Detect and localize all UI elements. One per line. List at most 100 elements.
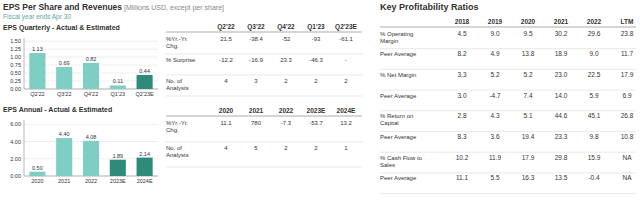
tick-label: 4.00 bbox=[10, 139, 21, 145]
category-label: Q4'22 bbox=[84, 91, 99, 97]
table-cell: 45.1 bbox=[588, 112, 601, 119]
data-label: 0.44 bbox=[139, 68, 150, 74]
table-cell: 2 bbox=[314, 145, 318, 151]
bar bbox=[83, 63, 99, 89]
table-cell: 11.9 bbox=[489, 154, 502, 161]
column-header: Q1'23 bbox=[307, 23, 325, 31]
table-cell: 29.6 bbox=[588, 30, 601, 37]
table-cell: -53.7 bbox=[309, 120, 323, 126]
row-label: % Surprise bbox=[166, 57, 196, 63]
category-label: 2021 bbox=[58, 178, 70, 184]
table-cell: 29.8 bbox=[555, 154, 568, 161]
bar bbox=[110, 85, 126, 89]
table-cell: -46.3 bbox=[309, 57, 323, 63]
rule bbox=[380, 131, 636, 132]
category-label: 2022 bbox=[85, 178, 97, 184]
table: 2020202120222023E2024E%Yr.-Yr.Chg.11.178… bbox=[166, 107, 362, 167]
data-label: 0.50 bbox=[32, 165, 43, 171]
bars bbox=[29, 53, 152, 89]
rule bbox=[380, 69, 636, 70]
rule bbox=[380, 48, 636, 49]
table-cell: -52 bbox=[282, 36, 291, 42]
table-cell: 16.3 bbox=[522, 174, 535, 181]
table-cell: 19.4 bbox=[522, 133, 535, 140]
table-cell: 8.2 bbox=[457, 50, 466, 57]
bar bbox=[56, 67, 72, 89]
table-cell: -7.3 bbox=[281, 120, 292, 126]
table-cell: 30.2 bbox=[555, 30, 568, 37]
table-cell: 5.9 bbox=[589, 92, 598, 99]
annotation: Fiscal year ends Apr 30 bbox=[3, 13, 71, 21]
table-cell: 4 bbox=[224, 78, 228, 84]
rule bbox=[166, 54, 362, 55]
table-cell: 3.6 bbox=[490, 133, 499, 140]
table-cell: 3.0 bbox=[457, 92, 466, 99]
data-label: 1.13 bbox=[32, 46, 43, 52]
rule bbox=[166, 142, 362, 143]
table-cell: 4.5 bbox=[457, 30, 466, 37]
rule bbox=[380, 110, 636, 111]
tick-label: 2.00 bbox=[10, 156, 21, 162]
row-label: % Cash Flow toSales bbox=[380, 155, 423, 168]
subtitle: [Millions USD, except per share] bbox=[122, 4, 224, 12]
table-cell: NA bbox=[622, 154, 632, 161]
table-cell: -4.7 bbox=[489, 92, 501, 99]
table-cell: 14.0 bbox=[555, 92, 568, 99]
table-cell: 13.2 bbox=[340, 120, 352, 126]
table-cell: 23.0 bbox=[555, 71, 568, 78]
table-cell: 18.9 bbox=[555, 50, 568, 57]
table-cell: 23.3 bbox=[555, 133, 568, 140]
table-cell: -61.1 bbox=[339, 36, 353, 42]
table-cell: -93 bbox=[312, 36, 321, 42]
table-cell: 2 bbox=[284, 78, 288, 84]
table-cell: 23.3 bbox=[280, 57, 292, 63]
rule bbox=[166, 32, 362, 33]
table-cell: 4.3 bbox=[490, 112, 499, 119]
rule bbox=[380, 152, 636, 153]
rule bbox=[166, 116, 362, 117]
row-label: Peer Average bbox=[380, 93, 417, 99]
data-label: 4.08 bbox=[86, 134, 97, 140]
table-cell: - bbox=[345, 57, 347, 63]
column-header: 2022 bbox=[279, 107, 294, 114]
data-label: 0.82 bbox=[86, 56, 97, 62]
table-cell: 7.4 bbox=[523, 92, 532, 99]
table-cell: 11.7 bbox=[621, 50, 634, 57]
category-label: Q2'23E bbox=[136, 91, 155, 97]
table-title: Key Profitability Ratios bbox=[380, 2, 479, 12]
data-label: 1.89 bbox=[112, 153, 123, 159]
table-cell: 5 bbox=[254, 145, 258, 151]
rule bbox=[380, 27, 636, 28]
column-header: LTM bbox=[621, 18, 634, 25]
table-cell: 780 bbox=[251, 120, 262, 126]
bars bbox=[29, 138, 152, 176]
table-cell: 44.6 bbox=[555, 112, 568, 119]
table-cell: -12.2 bbox=[219, 57, 233, 63]
row-label: % Net Margin bbox=[380, 72, 416, 78]
bar bbox=[110, 160, 126, 176]
table-cell: 8.3 bbox=[457, 133, 466, 140]
bar bbox=[137, 75, 153, 89]
bar bbox=[29, 172, 45, 176]
table-cell: 2 bbox=[344, 78, 348, 84]
chart-title: EPS Quarterly - Actual & Estimated bbox=[3, 24, 120, 32]
row-label: No. ofAnalysts bbox=[166, 145, 189, 158]
axis-line bbox=[24, 120, 25, 176]
rule bbox=[166, 75, 362, 76]
row-label: % OperatingMargin bbox=[380, 31, 413, 44]
table-cell: 3 bbox=[254, 78, 258, 84]
row-label: % Return onCapital bbox=[380, 113, 413, 126]
y-axis: 0.000.250.500.751.001.251.50 bbox=[10, 38, 158, 92]
table-cell: 17.9 bbox=[621, 71, 634, 78]
table-cell: -16.9 bbox=[249, 57, 263, 63]
table-cell: 2.8 bbox=[457, 112, 466, 119]
table-cell: 23.8 bbox=[621, 30, 634, 37]
column-header: 2020 bbox=[521, 18, 536, 25]
grid-line bbox=[24, 124, 158, 125]
tick-label: 1.25 bbox=[10, 46, 21, 52]
row-label: Peer Average bbox=[380, 134, 417, 140]
column-header: Q3'22 bbox=[247, 23, 265, 31]
title: EPS Per Share and Revenues bbox=[3, 2, 122, 12]
table: 20182019202020212022LTM% OperatingMargin… bbox=[380, 18, 636, 194]
category-label: 2023E bbox=[110, 178, 126, 184]
